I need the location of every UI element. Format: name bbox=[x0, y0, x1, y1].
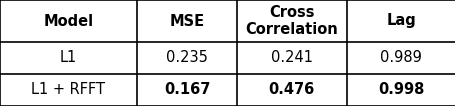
Text: 0.998: 0.998 bbox=[377, 82, 424, 98]
Text: Cross
Correlation: Cross Correlation bbox=[245, 5, 338, 37]
Text: Lag: Lag bbox=[385, 13, 415, 29]
Text: 0.476: 0.476 bbox=[268, 82, 314, 98]
Text: Model: Model bbox=[43, 13, 93, 29]
Text: 0.241: 0.241 bbox=[270, 50, 312, 66]
Text: L1 + RFFT: L1 + RFFT bbox=[31, 82, 105, 98]
Text: L1: L1 bbox=[60, 50, 77, 66]
Text: 0.989: 0.989 bbox=[379, 50, 421, 66]
Text: 0.167: 0.167 bbox=[163, 82, 210, 98]
Text: 0.235: 0.235 bbox=[166, 50, 207, 66]
Text: MSE: MSE bbox=[169, 13, 204, 29]
